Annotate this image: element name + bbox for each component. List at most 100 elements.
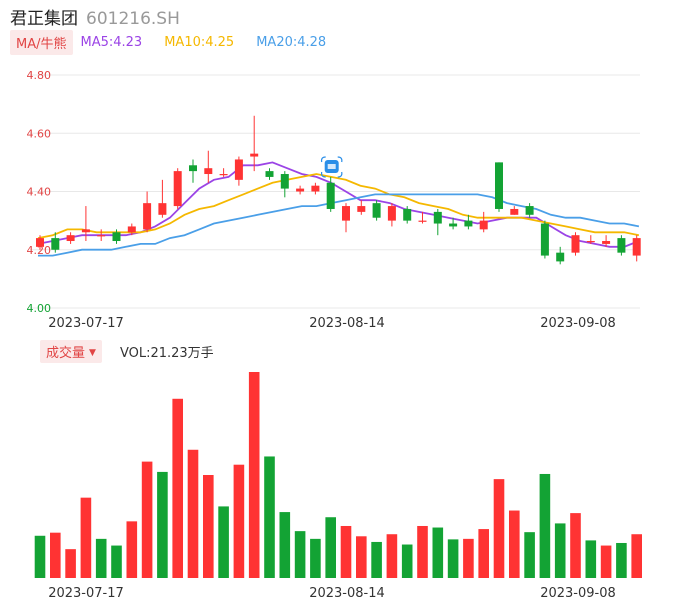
candle-body <box>265 171 274 177</box>
candlestick <box>342 203 350 233</box>
y-tick-label: 4.00 <box>27 302 52 315</box>
volume-bar <box>616 542 627 578</box>
candlestick <box>97 229 106 242</box>
candle-body <box>127 226 136 233</box>
candlestick <box>586 235 595 244</box>
volume-bar <box>401 544 413 578</box>
stock-name: 君正集团 <box>10 9 78 29</box>
event-marker-bracket <box>320 156 343 178</box>
candlestick <box>372 200 381 221</box>
y-tick-label: 4.80 <box>27 69 52 82</box>
candlestick <box>143 191 152 233</box>
volume-x-axis: 2023-07-17 2023-08-14 2023-09-08 <box>48 586 616 601</box>
volume-bar <box>248 372 260 578</box>
candle-body <box>296 188 305 192</box>
volume-bar <box>509 510 520 578</box>
candlestick <box>112 229 121 244</box>
candlestick <box>495 162 503 212</box>
volume-bar <box>50 532 61 578</box>
volume-bar <box>203 475 214 578</box>
volume-bar <box>631 534 642 578</box>
volume-bar <box>463 538 474 578</box>
candle-body <box>342 206 350 221</box>
price-y-axis: 4.80 4.60 4.40 4.20 4.00 <box>27 69 52 315</box>
candlestick <box>127 223 136 236</box>
volume-bar <box>141 461 153 578</box>
volume-tag-label: 成交量 <box>46 345 86 361</box>
candlestick <box>311 182 320 195</box>
candlestick <box>602 235 611 247</box>
candlestick <box>525 203 534 218</box>
candlestick <box>265 168 274 180</box>
volume-bars <box>34 372 642 578</box>
candle-body <box>556 252 565 262</box>
candlestick <box>326 176 335 212</box>
candlestick <box>66 232 75 244</box>
volume-indicator-tag[interactable]: 成交量 ▼ <box>40 339 102 363</box>
candlestick <box>219 168 228 177</box>
volume-bar <box>80 497 92 578</box>
candle-body <box>81 229 90 233</box>
candlestick <box>617 235 626 256</box>
volume-bar <box>600 545 612 578</box>
candle-body <box>433 211 442 224</box>
volume-bar <box>218 506 229 578</box>
candle-body <box>250 153 259 157</box>
y-tick-label: 4.20 <box>27 244 52 257</box>
y-tick-label: 4.60 <box>27 127 52 140</box>
ma-line-ma20 <box>38 193 640 257</box>
volume-bar <box>493 479 505 578</box>
ma10-legend: MA10:4.25 <box>164 34 235 50</box>
y-tick-label: 4.40 <box>27 186 52 199</box>
candlestick <box>234 156 243 186</box>
volume-bar <box>157 471 168 578</box>
candle-body <box>143 203 152 230</box>
candlestick <box>280 171 289 198</box>
candle-body <box>189 165 197 172</box>
candlestick <box>540 220 549 259</box>
candlestick <box>204 150 213 183</box>
ma-indicator-tag[interactable]: MA/牛熊 <box>10 29 73 55</box>
candle-body <box>158 203 167 215</box>
candlestick <box>173 168 182 209</box>
candle-body <box>387 206 396 221</box>
candlestick <box>510 206 519 215</box>
candle-body <box>311 185 320 192</box>
candlestick <box>51 232 60 253</box>
candle-body <box>586 241 595 243</box>
candle-body <box>449 223 458 227</box>
candle-body <box>112 232 121 242</box>
volume-bar <box>95 538 107 578</box>
volume-bar <box>386 534 398 578</box>
candle-body <box>280 174 289 189</box>
candlestick <box>571 232 580 256</box>
candlestick <box>403 206 412 224</box>
volume-bar <box>187 449 199 578</box>
candlestick <box>81 206 90 242</box>
volume-bar <box>356 536 367 578</box>
candle-body <box>632 238 641 256</box>
candle-body <box>403 208 412 221</box>
price-grid <box>30 74 640 309</box>
volume-bar <box>570 513 581 578</box>
candlestick <box>250 115 259 172</box>
candlestick <box>479 211 488 233</box>
volume-bar <box>478 529 489 578</box>
volume-bar <box>111 545 122 578</box>
volume-bar <box>126 521 138 578</box>
candle-body <box>173 171 182 207</box>
candlestick <box>449 217 458 230</box>
volume-value: VOL:21.23万手 <box>119 345 214 361</box>
candle-body <box>464 220 473 227</box>
candle-body <box>571 235 580 253</box>
x-tick-label: 2023-07-17 <box>48 316 124 331</box>
volume-bar <box>65 549 76 578</box>
candle-body <box>525 206 534 215</box>
candle-body <box>97 235 106 237</box>
volume-bar <box>233 464 245 578</box>
candle-body <box>326 182 335 209</box>
candle-body <box>479 220 488 230</box>
candlestick <box>418 211 427 224</box>
volume-bar <box>172 398 183 578</box>
